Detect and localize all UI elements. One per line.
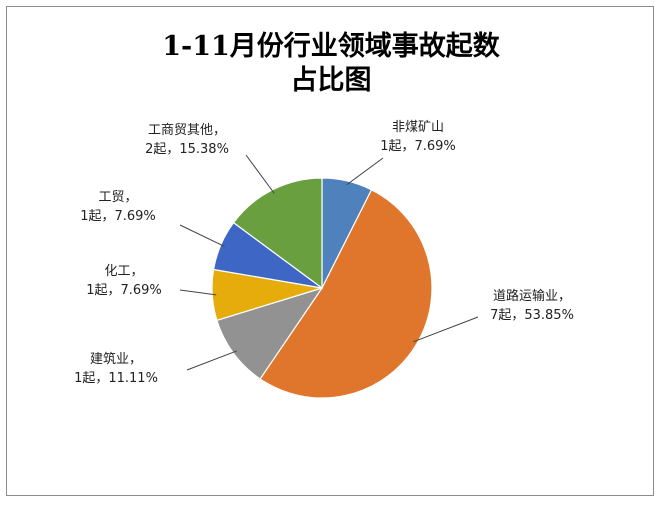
leader-line bbox=[346, 157, 384, 186]
slice-label-name: 工贸， bbox=[98, 190, 137, 205]
leader-line bbox=[413, 316, 479, 343]
slice-label-name: 化工， bbox=[104, 264, 143, 279]
leader-line bbox=[179, 224, 225, 247]
leader-line bbox=[179, 289, 217, 296]
pie-slice bbox=[216, 286, 324, 380]
slice-labels: 非煤矿山 1起，7.69% 道路运输业， 7起，53.85% 建筑业， 1起，11.11%… bbox=[74, 120, 574, 386]
chart-title-line2: 占比图 bbox=[290, 65, 372, 96]
chart-title: 1-11月份行业领域事故起数 占比图 bbox=[0, 30, 662, 98]
pie-slices bbox=[211, 177, 433, 399]
chart-title-line1: 1-11月份行业领域事故起数 bbox=[162, 31, 500, 62]
slice-label-name: 工商贸其他， bbox=[148, 123, 226, 138]
leader-line bbox=[245, 154, 275, 194]
slice-label-value: 2起，15.38% bbox=[145, 142, 229, 157]
slice-label-value: 7起，53.85% bbox=[490, 308, 574, 323]
slice-label-name: 道路运输业， bbox=[493, 288, 571, 304]
leader-lines bbox=[179, 154, 479, 371]
pie-slice bbox=[232, 177, 323, 290]
slice-label-value: 1起，7.69% bbox=[380, 139, 456, 154]
leader-line bbox=[186, 350, 237, 371]
slice-label-value: 1起，7.69% bbox=[86, 283, 162, 298]
slice-label-name: 非煤矿山 bbox=[392, 120, 444, 135]
slice-label-name: 建筑业， bbox=[90, 351, 142, 367]
slice-label-value: 1起，7.69% bbox=[80, 209, 156, 224]
slice-label-value: 1起，11.11% bbox=[74, 371, 158, 386]
pie-slice bbox=[259, 188, 433, 399]
